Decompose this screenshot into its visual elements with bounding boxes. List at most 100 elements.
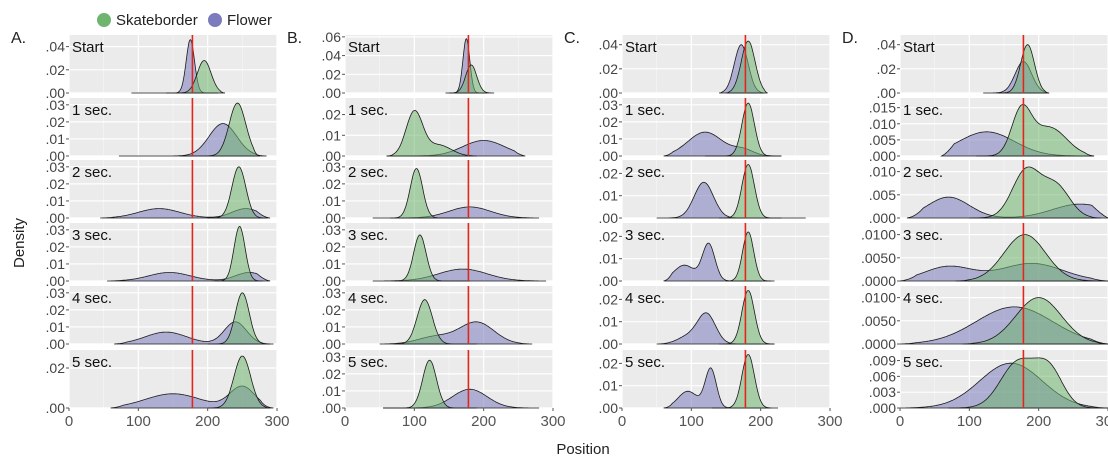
legend-label-flower: Flower [227,12,272,29]
x-tick-label: 0 [341,413,349,430]
y-tick-label: .02 [599,114,619,130]
y-tick-label: .00 [322,210,342,226]
panel-label: D. [842,30,858,47]
y-tick-label: .02 [322,176,342,192]
density-skateborder [726,231,775,282]
y-tick-label: .0050 [861,250,896,266]
facet-label: 3 sec. [903,227,943,244]
facet-label: 5 sec. [348,354,388,371]
facet-row: .03.02.01.00 3 sec. [322,222,554,289]
y-tick-label: .02 [599,355,619,371]
y-tick-label: .0100 [861,227,896,243]
facet-row: .04 .02 .00 Start [599,35,831,101]
y-tick-label: .000 [869,400,896,416]
y-tick-label: .01 [599,131,619,147]
x-tick-label: 300 [264,413,289,430]
y-tick-label: .000 [869,210,896,226]
y-tick-label: .00 [599,210,619,226]
facet-label: 1 sec. [903,102,943,119]
density-skateborder [207,355,271,409]
y-tick-label: .04 [322,48,342,64]
legend-swatch-skateborder [97,13,111,27]
facet-label: 2 sec. [625,164,665,181]
y-tick-label: .01 [322,193,342,209]
y-tick-label: .00 [46,400,66,416]
y-tick-label: .03 [46,285,66,301]
y-tick-label: .01 [322,127,342,143]
y-tick-label: .03 [322,285,342,301]
x-tick-label: 200 [471,413,496,430]
y-tick-label: .00 [322,273,342,289]
y-tick-label: .01 [599,314,619,330]
y-tick-label: .010 [869,116,896,132]
facet-label: 5 sec. [903,354,943,371]
y-tick-label: .06 [322,29,342,45]
y-tick-label: .006 [869,368,896,384]
density-skateborder [976,103,1095,157]
density-skateborder [179,102,260,157]
y-tick-label: .03 [599,97,619,113]
y-tick-label: .00 [599,273,619,289]
facet-label: 2 sec. [72,164,112,181]
x-tick-label: 300 [817,413,842,430]
y-tick-label: .02 [46,360,66,376]
density-skateborder [207,166,267,219]
facet-row: .04 .02 .00 Start [46,35,278,101]
y-tick-label: .02 [599,165,619,181]
x-tick-label: 200 [195,413,220,430]
facet-label: 3 sec. [625,227,665,244]
density-skateborder [386,109,477,157]
y-tick-label: .02 [322,302,342,318]
facet-label: 1 sec. [625,102,665,119]
y-tick-label: .01 [46,256,66,272]
y-tick-label: .009 [869,353,896,369]
facet-label: Start [72,39,105,56]
facet-label: Start [625,39,658,56]
facet-label: 5 sec. [72,354,112,371]
y-tick-label: .003 [869,384,896,400]
panel-label: C. [564,30,580,47]
density-skateborder [214,225,264,282]
y-tick-label: .03 [46,159,66,175]
y-tick-label: .00 [599,85,619,101]
y-tick-label: .0000 [861,336,896,352]
legend: Skateborder Flower [97,12,272,29]
y-tick-label: .005 [869,132,896,148]
x-tick-label: 200 [1026,413,1051,430]
y-tick-label: .01 [322,383,342,399]
facet-label: Start [903,39,936,56]
y-tick-label: .00 [46,148,66,164]
y-tick-label: .02 [322,239,342,255]
y-tick-label: .01 [322,256,342,272]
facet-row: .03.02.01.00 1 sec. [46,97,278,164]
facet-label: 2 sec. [348,164,388,181]
y-tick-label: .02 [46,239,66,255]
facet-row: .0100 .0050 .0000 4 sec. [861,286,1108,352]
density-skateborder [393,234,470,282]
y-tick-label: .03 [46,222,66,238]
panel-label: A. [11,30,26,47]
y-tick-label: .00 [322,400,342,416]
y-tick-label: .00 [46,85,66,101]
y-tick-label: .02 [877,61,897,77]
density-skateborder [207,292,271,345]
density-skateborder [705,102,782,157]
y-tick-label: .04 [599,37,619,53]
density-skateborder [962,297,1108,345]
y-tick-label: .02 [46,176,66,192]
y-tick-label: .01 [46,319,66,335]
y-tick-label: .03 [322,159,342,175]
facet-label: 5 sec. [625,354,665,371]
y-tick-label: .02 [322,66,342,82]
facet-row: .02 .01 .00 4 sec. [599,286,831,352]
y-tick-label: .01 [599,188,619,204]
x-tick-label: 300 [540,413,565,430]
y-tick-label: .005 [869,187,896,203]
density-skateborder [725,40,768,94]
y-tick-label: .03 [46,97,66,113]
facet-row: .009.006.003.000 5 sec. [869,350,1108,416]
